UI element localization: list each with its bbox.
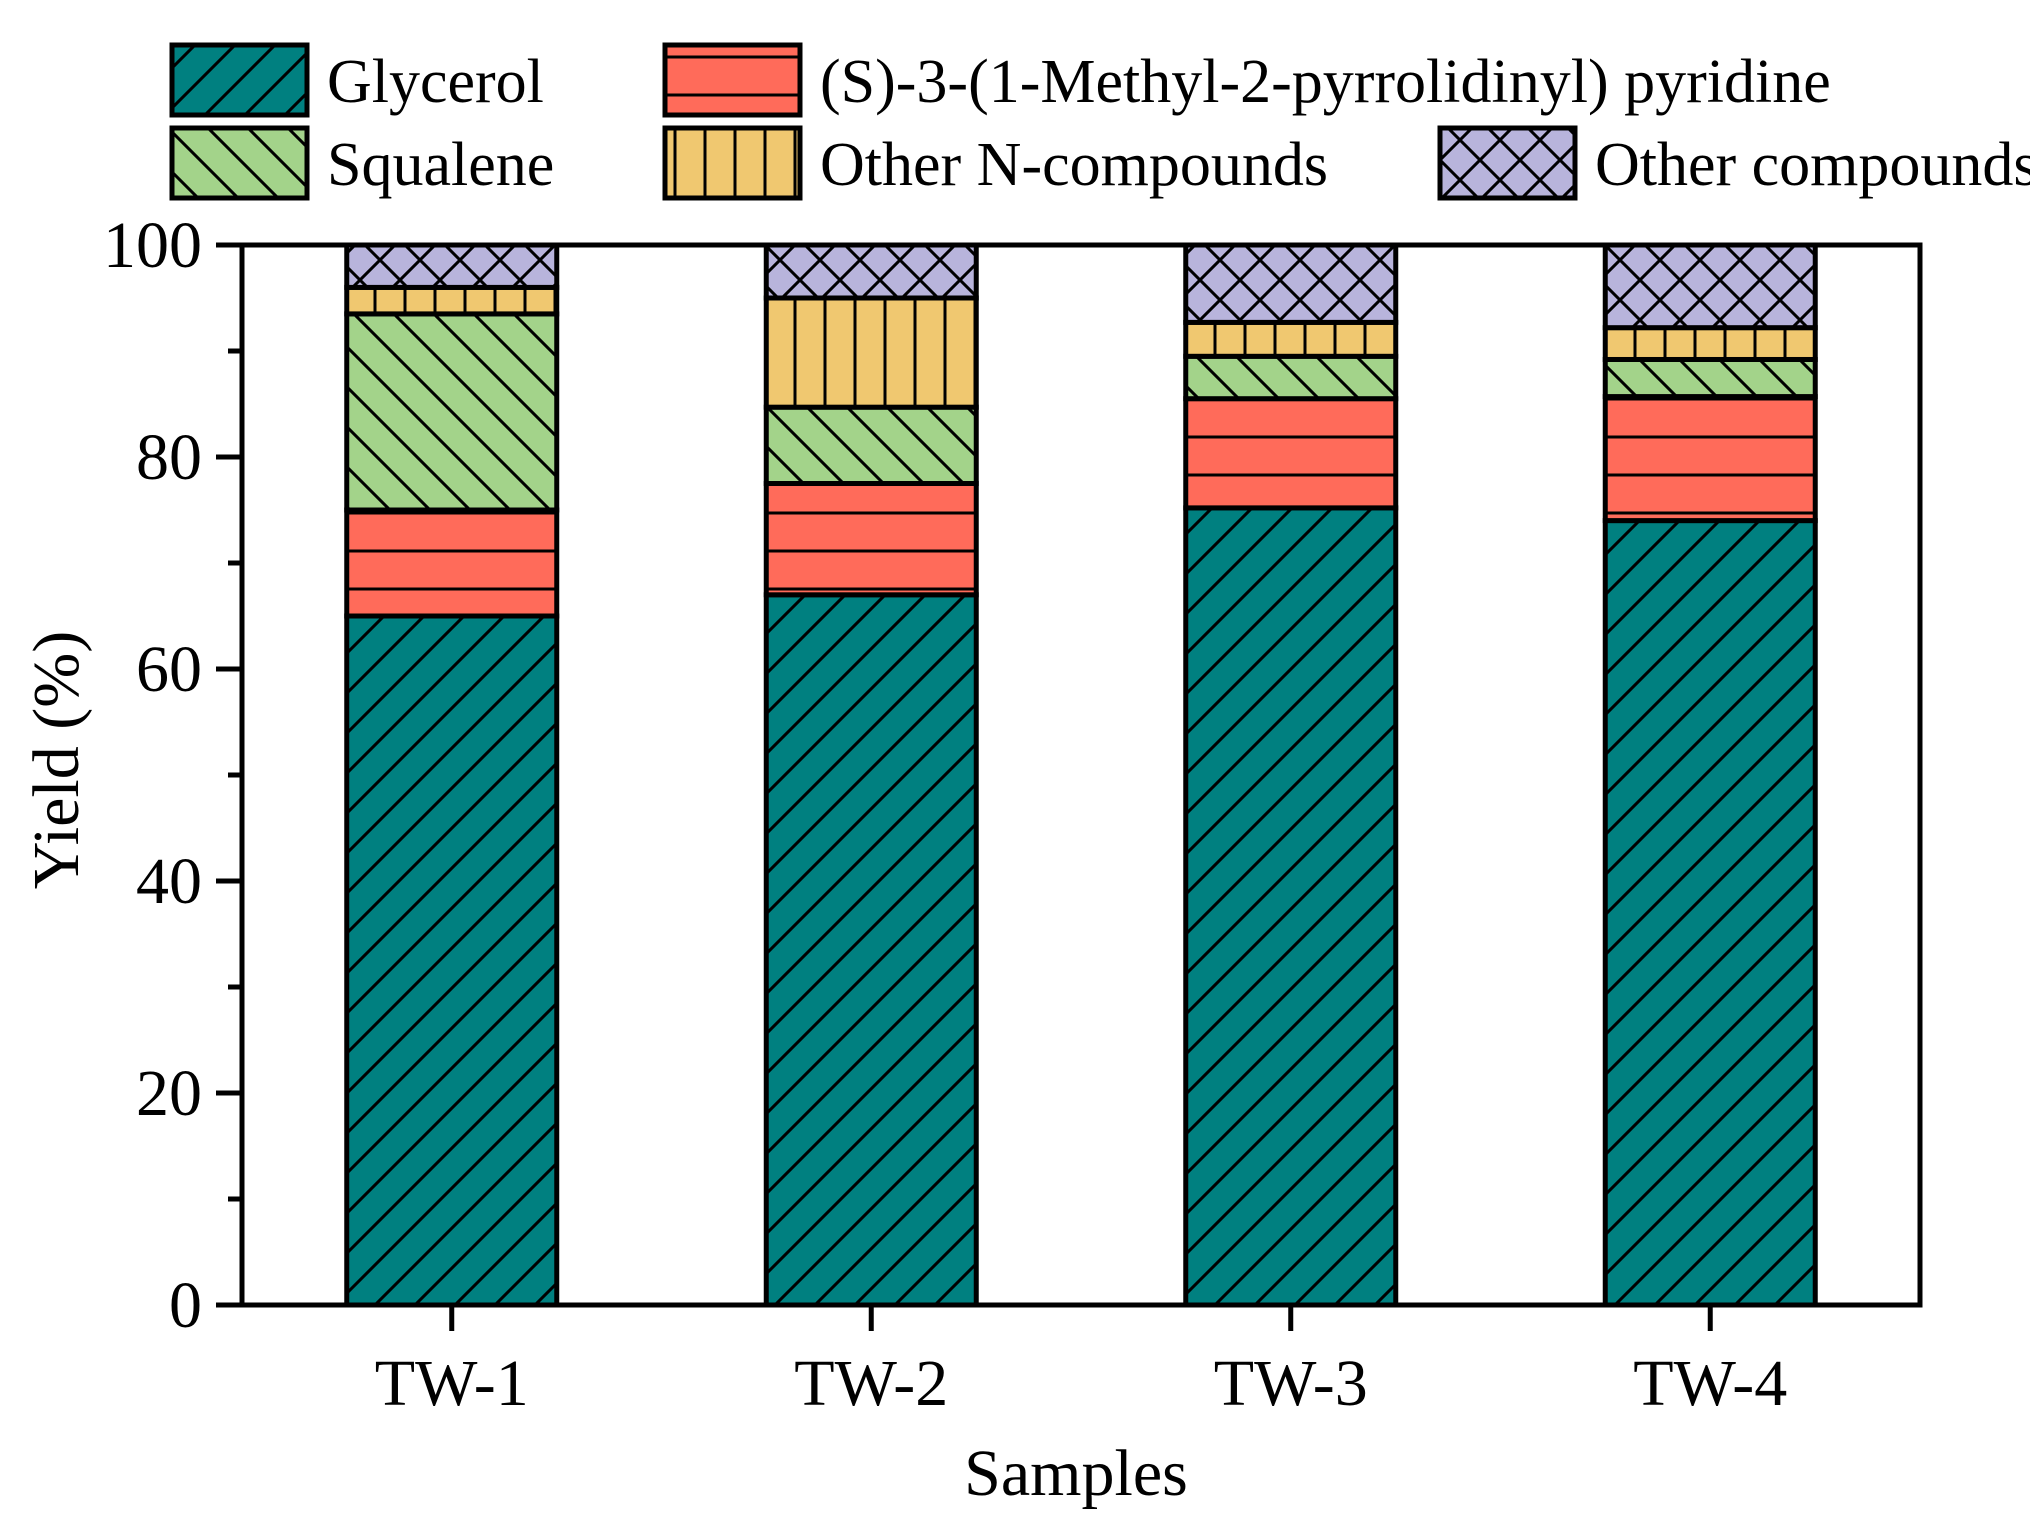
bar-tw-4-s-3-1-methyl-2-pyrrolidinyl-pyridine bbox=[1602, 394, 1818, 524]
legend-item-s-3-1-methyl-2-pyrrolidinyl-pyridine: (S)-3-(1-Methyl-2-pyrrolidinyl) pyridine bbox=[662, 42, 1831, 118]
bar-tw-3-glycerol bbox=[1183, 505, 1399, 1308]
bar-tw-2-squalene bbox=[763, 404, 979, 486]
legend-label: Squalene bbox=[327, 131, 554, 199]
bar-tw-1-glycerol bbox=[344, 613, 560, 1308]
bar-tw-4-glycerol bbox=[1602, 518, 1818, 1308]
bar-tw-4-squalene bbox=[1602, 356, 1818, 400]
bar-tw-2-other-compounds bbox=[763, 242, 979, 301]
legend-item-other-compounds: Other compounds bbox=[1437, 125, 2030, 201]
bar-tw-3-other-compounds bbox=[1183, 242, 1399, 325]
legend-swatch bbox=[169, 42, 310, 118]
y-tick-label: 0 bbox=[169, 1269, 202, 1342]
y-tick-label: 20 bbox=[136, 1057, 202, 1130]
legend-swatch bbox=[1437, 125, 1578, 201]
bar-tw-3-squalene bbox=[1183, 353, 1399, 402]
bar-tw-4-other-n-compounds bbox=[1602, 325, 1818, 362]
x-tick-label-tw-2: TW-2 bbox=[794, 1347, 948, 1420]
legend-item-glycerol: Glycerol bbox=[169, 42, 544, 118]
legend-label: Other compounds bbox=[1595, 131, 2030, 199]
legend-label: Glycerol bbox=[327, 48, 544, 116]
bar-tw-2-other-n-compounds bbox=[763, 295, 979, 410]
legend-label: Other N-compounds bbox=[820, 131, 1328, 199]
legend-label: (S)-3-(1-Methyl-2-pyrrolidinyl) pyridine bbox=[820, 48, 1831, 116]
legend-swatch bbox=[662, 125, 803, 201]
bar-tw-1-s-3-1-methyl-2-pyrrolidinyl-pyridine bbox=[344, 507, 560, 619]
bar-tw-1-squalene bbox=[344, 311, 560, 513]
legend-swatch bbox=[169, 125, 310, 201]
bar-tw-3-other-n-compounds bbox=[1183, 319, 1399, 359]
bar-tw-1-other-n-compounds bbox=[344, 284, 560, 317]
bars-group bbox=[344, 242, 1818, 1308]
legend: Glycerol (S)-3-(1-Methyl-2-pyrrolidinyl) … bbox=[169, 42, 2030, 201]
x-axis-title: Samples bbox=[964, 1437, 1188, 1510]
bar-tw-1-other-compounds bbox=[344, 242, 560, 290]
x-tick-label-tw-3: TW-3 bbox=[1214, 1347, 1368, 1420]
y-tick-label: 80 bbox=[136, 421, 202, 494]
y-axis-title: Yield (%) bbox=[20, 631, 93, 889]
bar-tw-3-s-3-1-methyl-2-pyrrolidinyl-pyridine bbox=[1183, 396, 1399, 511]
bar-tw-2-s-3-1-methyl-2-pyrrolidinyl-pyridine bbox=[763, 481, 979, 598]
y-tick-label: 60 bbox=[136, 633, 202, 706]
x-tick-label-tw-4: TW-4 bbox=[1633, 1347, 1787, 1420]
legend-swatch bbox=[662, 42, 803, 118]
x-tick-label-tw-1: TW-1 bbox=[375, 1347, 529, 1420]
bar-tw-2-glycerol bbox=[763, 592, 979, 1308]
legend-item-squalene: Squalene bbox=[169, 125, 554, 201]
y-tick-label: 100 bbox=[103, 209, 202, 282]
axes-group: 0 20 40 60 80 100 TW-1 TW-2 TW-3 TW-4 Samples Yield… bbox=[20, 209, 1923, 1510]
legend-item-other-n-compounds: Other N-compounds bbox=[662, 125, 1328, 201]
bar-tw-4-other-compounds bbox=[1602, 242, 1818, 331]
y-tick-label: 40 bbox=[136, 845, 202, 918]
